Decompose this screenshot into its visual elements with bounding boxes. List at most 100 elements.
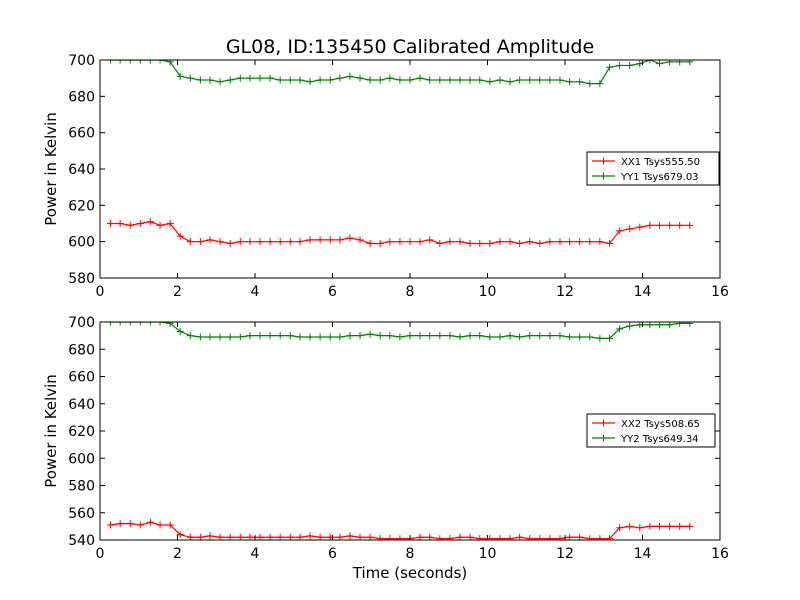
legend: XX1 Tsys555.50 YY1 Tsys679.03 — [586, 151, 720, 186]
data-point — [166, 521, 174, 529]
data-point — [646, 60, 654, 64]
data-point — [246, 74, 254, 82]
data-point — [236, 333, 244, 341]
data-point — [476, 535, 484, 540]
x-tick-label: 6 — [328, 284, 337, 300]
data-point — [646, 221, 654, 229]
data-point — [686, 60, 694, 66]
data-point — [256, 74, 264, 82]
data-point — [106, 322, 114, 326]
data-point — [476, 332, 484, 340]
data-point — [626, 522, 634, 530]
data-point — [536, 239, 544, 247]
data-point — [246, 332, 254, 340]
data-point — [436, 332, 444, 340]
figure-xlabel: Time (seconds) — [352, 564, 468, 582]
x-tick-label: 8 — [406, 284, 415, 300]
x-tick-label: 8 — [406, 546, 415, 562]
data-point — [506, 535, 514, 540]
data-point — [386, 74, 394, 82]
y-tick-label: 700 — [68, 315, 95, 331]
data-point — [676, 221, 684, 229]
data-point — [126, 60, 134, 64]
data-point — [636, 524, 644, 532]
data-point — [556, 76, 564, 84]
y-tick-label: 600 — [68, 451, 95, 467]
data-point — [296, 76, 304, 84]
data-point — [676, 60, 684, 66]
data-point — [596, 80, 604, 88]
data-point — [366, 239, 374, 247]
y-tick-label: 580 — [68, 479, 95, 495]
data-point — [116, 60, 124, 64]
data-point — [566, 333, 574, 341]
data-point — [496, 238, 504, 246]
data-point — [506, 238, 514, 246]
data-point — [286, 76, 294, 84]
data-point — [276, 332, 284, 340]
legend: XX2 Tsys508.65 YY2 Tsys649.34 — [586, 413, 716, 448]
data-point — [346, 532, 354, 540]
data-point — [236, 74, 244, 82]
data-point — [436, 239, 444, 247]
data-point — [456, 238, 464, 246]
data-point — [216, 238, 224, 246]
data-point — [346, 332, 354, 340]
figure-title: GL08, ID:135450 Calibrated Amplitude — [226, 36, 594, 58]
data-point — [446, 535, 454, 540]
data-point — [586, 333, 594, 341]
data-point — [126, 322, 134, 326]
data-point — [186, 238, 194, 246]
y-tick-label: 680 — [68, 89, 95, 105]
data-point — [326, 236, 334, 244]
data-point — [286, 332, 294, 340]
data-point — [516, 333, 524, 341]
data-point — [616, 61, 624, 69]
y-tick-label: 660 — [68, 126, 95, 142]
data-point — [416, 332, 424, 340]
data-point — [336, 74, 344, 82]
data-point — [576, 238, 584, 246]
data-point — [466, 239, 474, 247]
data-point — [266, 332, 274, 340]
legend-label: XX2 Tsys508.65 — [621, 419, 700, 430]
data-point — [346, 234, 354, 242]
data-point — [576, 78, 584, 86]
data-point — [546, 238, 554, 246]
data-point — [386, 332, 394, 340]
data-point — [136, 60, 144, 64]
data-point — [146, 218, 154, 226]
data-point — [196, 76, 204, 84]
data-point — [466, 76, 474, 84]
data-point — [206, 532, 214, 540]
data-point — [676, 522, 684, 530]
data-point — [446, 76, 454, 84]
x-tick-label: 0 — [96, 284, 105, 300]
data-point — [416, 74, 424, 82]
legend-marker — [600, 157, 607, 165]
data-point — [476, 76, 484, 84]
x-tick-label: 6 — [328, 546, 337, 562]
data-point — [256, 238, 264, 246]
data-point — [146, 60, 154, 64]
data-point — [136, 322, 144, 326]
data-point — [146, 518, 154, 526]
data-point — [276, 238, 284, 246]
data-point — [156, 60, 164, 64]
data-point — [176, 531, 184, 539]
data-point — [446, 332, 454, 340]
data-point — [516, 76, 524, 84]
data-point — [376, 535, 384, 540]
x-tick-label: 2 — [173, 546, 182, 562]
data-point — [376, 239, 384, 247]
data-point — [256, 332, 264, 340]
data-point — [486, 333, 494, 341]
data-point — [206, 236, 214, 244]
data-point — [186, 332, 194, 340]
data-point — [156, 322, 164, 326]
x-tick-label: 16 — [711, 546, 729, 562]
legend-label: XX1 Tsys555.50 — [621, 157, 700, 168]
data-point — [306, 333, 314, 341]
data-point — [506, 78, 514, 86]
y-tick-label: 540 — [68, 533, 95, 549]
